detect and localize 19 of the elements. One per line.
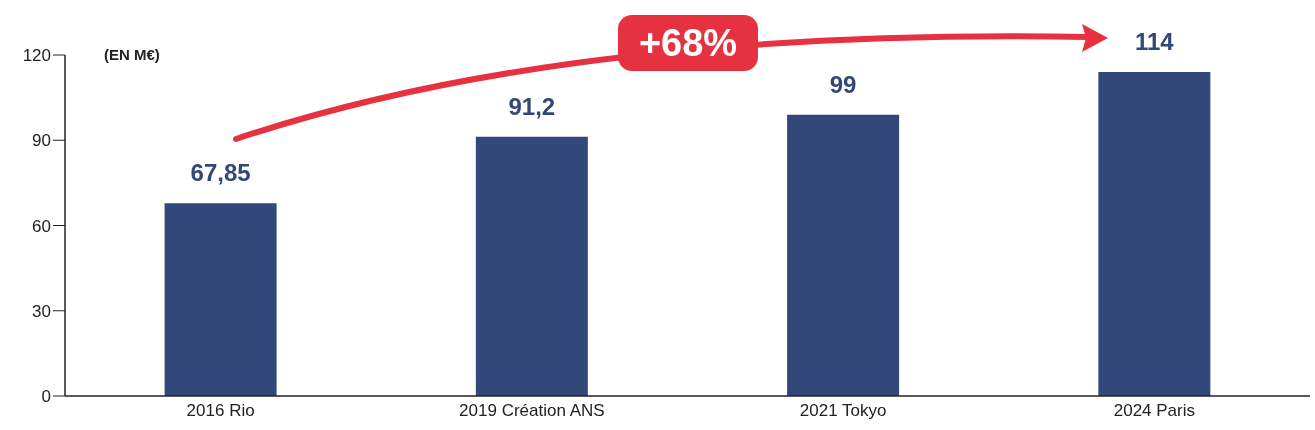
bar [1098, 72, 1211, 396]
x-tick-label: 2016 Rio [186, 401, 255, 421]
bar [475, 136, 588, 396]
bar [164, 203, 277, 396]
data-label: 114 [1134, 28, 1175, 56]
annotation: +68% [638, 22, 738, 64]
y-tick-label: 0 [41, 387, 51, 407]
y-axis-title: (EN M€) [104, 46, 160, 63]
y-tick-label: 30 [32, 301, 51, 321]
y-tick-label: 60 [32, 216, 51, 236]
y-tick-label: 90 [32, 131, 51, 151]
x-tick-label: 2021 Tokyo [799, 401, 887, 421]
data-label: 67,85 [190, 159, 251, 187]
data-label: 99 [829, 70, 857, 98]
y-tick-label: 120 [22, 46, 51, 66]
data-label: 91,2 [508, 92, 556, 120]
bar [787, 114, 900, 396]
x-tick-label: 2019 Création ANS [459, 401, 605, 421]
x-tick-label: 2024 Paris [1113, 401, 1196, 421]
